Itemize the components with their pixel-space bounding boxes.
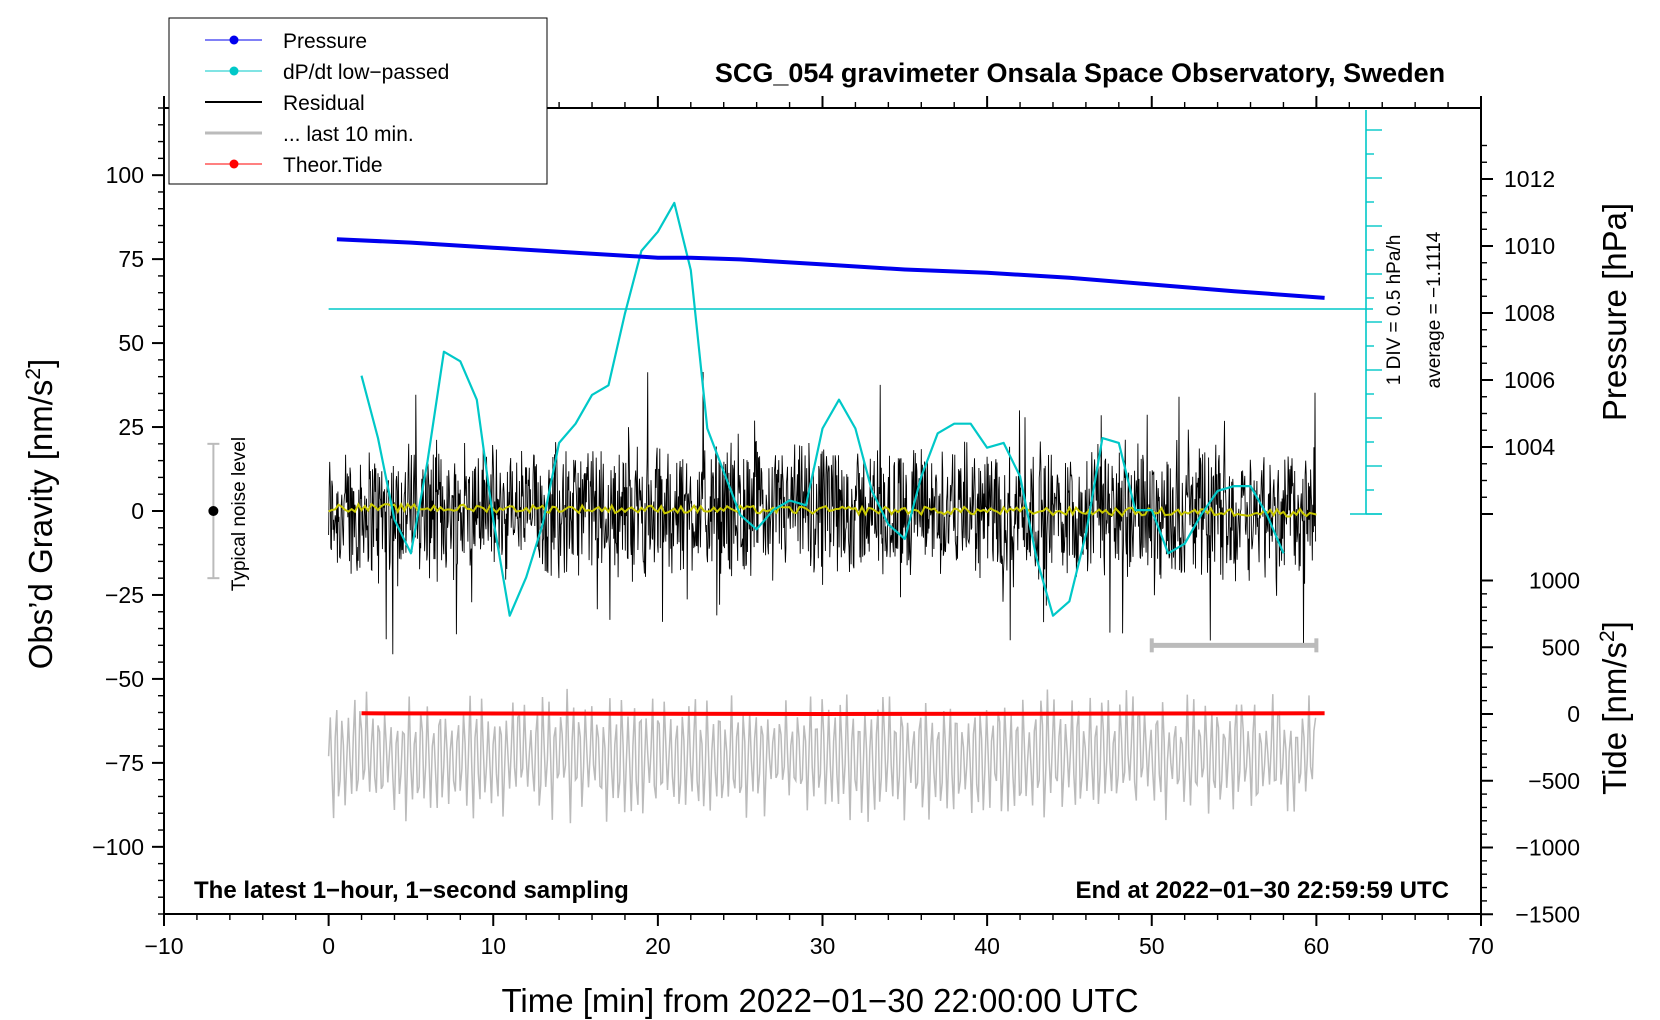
y-tick-label: 50 bbox=[118, 330, 144, 356]
x-tick-label: 10 bbox=[480, 933, 506, 959]
pressure-tick-label: 1010 bbox=[1504, 233, 1555, 259]
y-tick-label: −100 bbox=[92, 834, 144, 860]
tide-tick-label: 1000 bbox=[1529, 568, 1580, 594]
y-tick-label: 0 bbox=[131, 498, 144, 524]
tide-line bbox=[361, 711, 1325, 717]
y-tick-label: −25 bbox=[105, 582, 144, 608]
x-tick-label: 0 bbox=[322, 933, 335, 959]
x-tick-label: −10 bbox=[144, 933, 183, 959]
y-axis-tide: 1000 500 0 −500 −1000 −1500 bbox=[1481, 568, 1580, 927]
y-axis-tide-title-sup: 2 bbox=[1596, 630, 1619, 642]
legend-items bbox=[205, 35, 262, 169]
legend-label-last10: ... last 10 min. bbox=[283, 123, 414, 146]
residual-series bbox=[328, 371, 1317, 655]
y-axis-left-title-close: ] bbox=[22, 359, 59, 368]
chart-title: SCG_054 gravimeter Onsala Space Observat… bbox=[715, 58, 1445, 88]
pressure-tick-label: 1004 bbox=[1504, 434, 1555, 460]
tide-tick-label: 0 bbox=[1567, 701, 1580, 727]
y-axis-pressure: 1012 1010 1008 1006 1004 bbox=[1481, 144, 1555, 515]
legend-marker bbox=[229, 35, 239, 45]
pressure-tick-label: 1012 bbox=[1504, 166, 1555, 192]
x-tick-label: 50 bbox=[1139, 933, 1165, 959]
dpdt-series bbox=[328, 201, 1373, 617]
dpdt-scale bbox=[1350, 110, 1382, 515]
legend: Pressure dP/dt low−passed Residual ... l… bbox=[168, 17, 548, 185]
y-tick-label: 100 bbox=[106, 162, 144, 188]
noise-level-dot bbox=[208, 506, 219, 516]
dpdt-line bbox=[360, 201, 1285, 617]
x-tick-label: 40 bbox=[974, 933, 1000, 959]
legend-label-dpdt: dP/dt low−passed bbox=[283, 61, 449, 84]
y-tick-label: 25 bbox=[118, 414, 144, 440]
tide-tick-label: −500 bbox=[1528, 768, 1580, 794]
residual-line bbox=[328, 371, 1317, 655]
y-axis-tide-title-close: ] bbox=[1596, 621, 1633, 630]
last-10-min-line bbox=[327, 688, 1317, 824]
y-axis-left-title: Obs’d Gravity [nm/s2] bbox=[22, 359, 59, 670]
y-axis-tide-title: Tide [nm/s2] bbox=[1596, 621, 1633, 795]
legend-label-pressure: Pressure bbox=[283, 30, 367, 53]
dpdt-average-label: average = −1.1114 bbox=[1424, 231, 1445, 388]
last-10-min-bar bbox=[1149, 638, 1319, 653]
noise-level-label: Typical noise level bbox=[229, 437, 250, 591]
noise-level-marker bbox=[207, 442, 220, 580]
legend-marker bbox=[229, 66, 239, 76]
y-tick-label: 75 bbox=[118, 246, 144, 272]
tide-series bbox=[361, 711, 1325, 717]
x-tick-label: 30 bbox=[810, 933, 836, 959]
note-right: End at 2022−01−30 22:59:59 UTC bbox=[1075, 877, 1449, 904]
tide-tick-label: 500 bbox=[1542, 634, 1580, 660]
y-axis-left-title-sup: 2 bbox=[22, 368, 45, 380]
x-axis: −10 0 10 20 30 40 50 60 70 bbox=[144, 96, 1494, 959]
y-tick-label: −50 bbox=[105, 666, 144, 692]
x-tick-label: 60 bbox=[1304, 933, 1330, 959]
y-tick-label: −75 bbox=[105, 750, 144, 776]
pressure-tick-label: 1006 bbox=[1504, 367, 1555, 393]
pressure-series bbox=[336, 237, 1325, 300]
x-tick-label: 70 bbox=[1468, 933, 1494, 959]
y-axis-gravity: 100 75 50 25 0 −25 −50 −75 −100 bbox=[92, 107, 164, 915]
x-tick-label: 20 bbox=[645, 933, 671, 959]
pressure-tick-label: 1008 bbox=[1504, 300, 1555, 326]
legend-marker bbox=[229, 159, 239, 169]
y-axis-tide-title-text: Tide [nm/s bbox=[1596, 642, 1633, 795]
last-10-min-series bbox=[327, 688, 1317, 824]
tide-tick-label: −1500 bbox=[1515, 901, 1580, 927]
x-axis-title: Time [min] from 2022−01−30 22:00:00 UTC bbox=[501, 982, 1138, 1019]
pressure-line bbox=[336, 237, 1325, 300]
y-axis-pressure-title: Pressure [hPa] bbox=[1596, 203, 1633, 421]
dpdt-scale-label: 1 DIV = 0.5 hPa/h bbox=[1384, 235, 1405, 386]
tide-tick-label: −1000 bbox=[1515, 835, 1580, 861]
legend-label-residual: Residual bbox=[283, 92, 365, 115]
legend-label-tide: Theor.Tide bbox=[283, 154, 383, 177]
note-left: The latest 1−hour, 1−second sampling bbox=[194, 877, 629, 904]
y-axis-left-title-text: Obs’d Gravity [nm/s bbox=[22, 380, 59, 670]
